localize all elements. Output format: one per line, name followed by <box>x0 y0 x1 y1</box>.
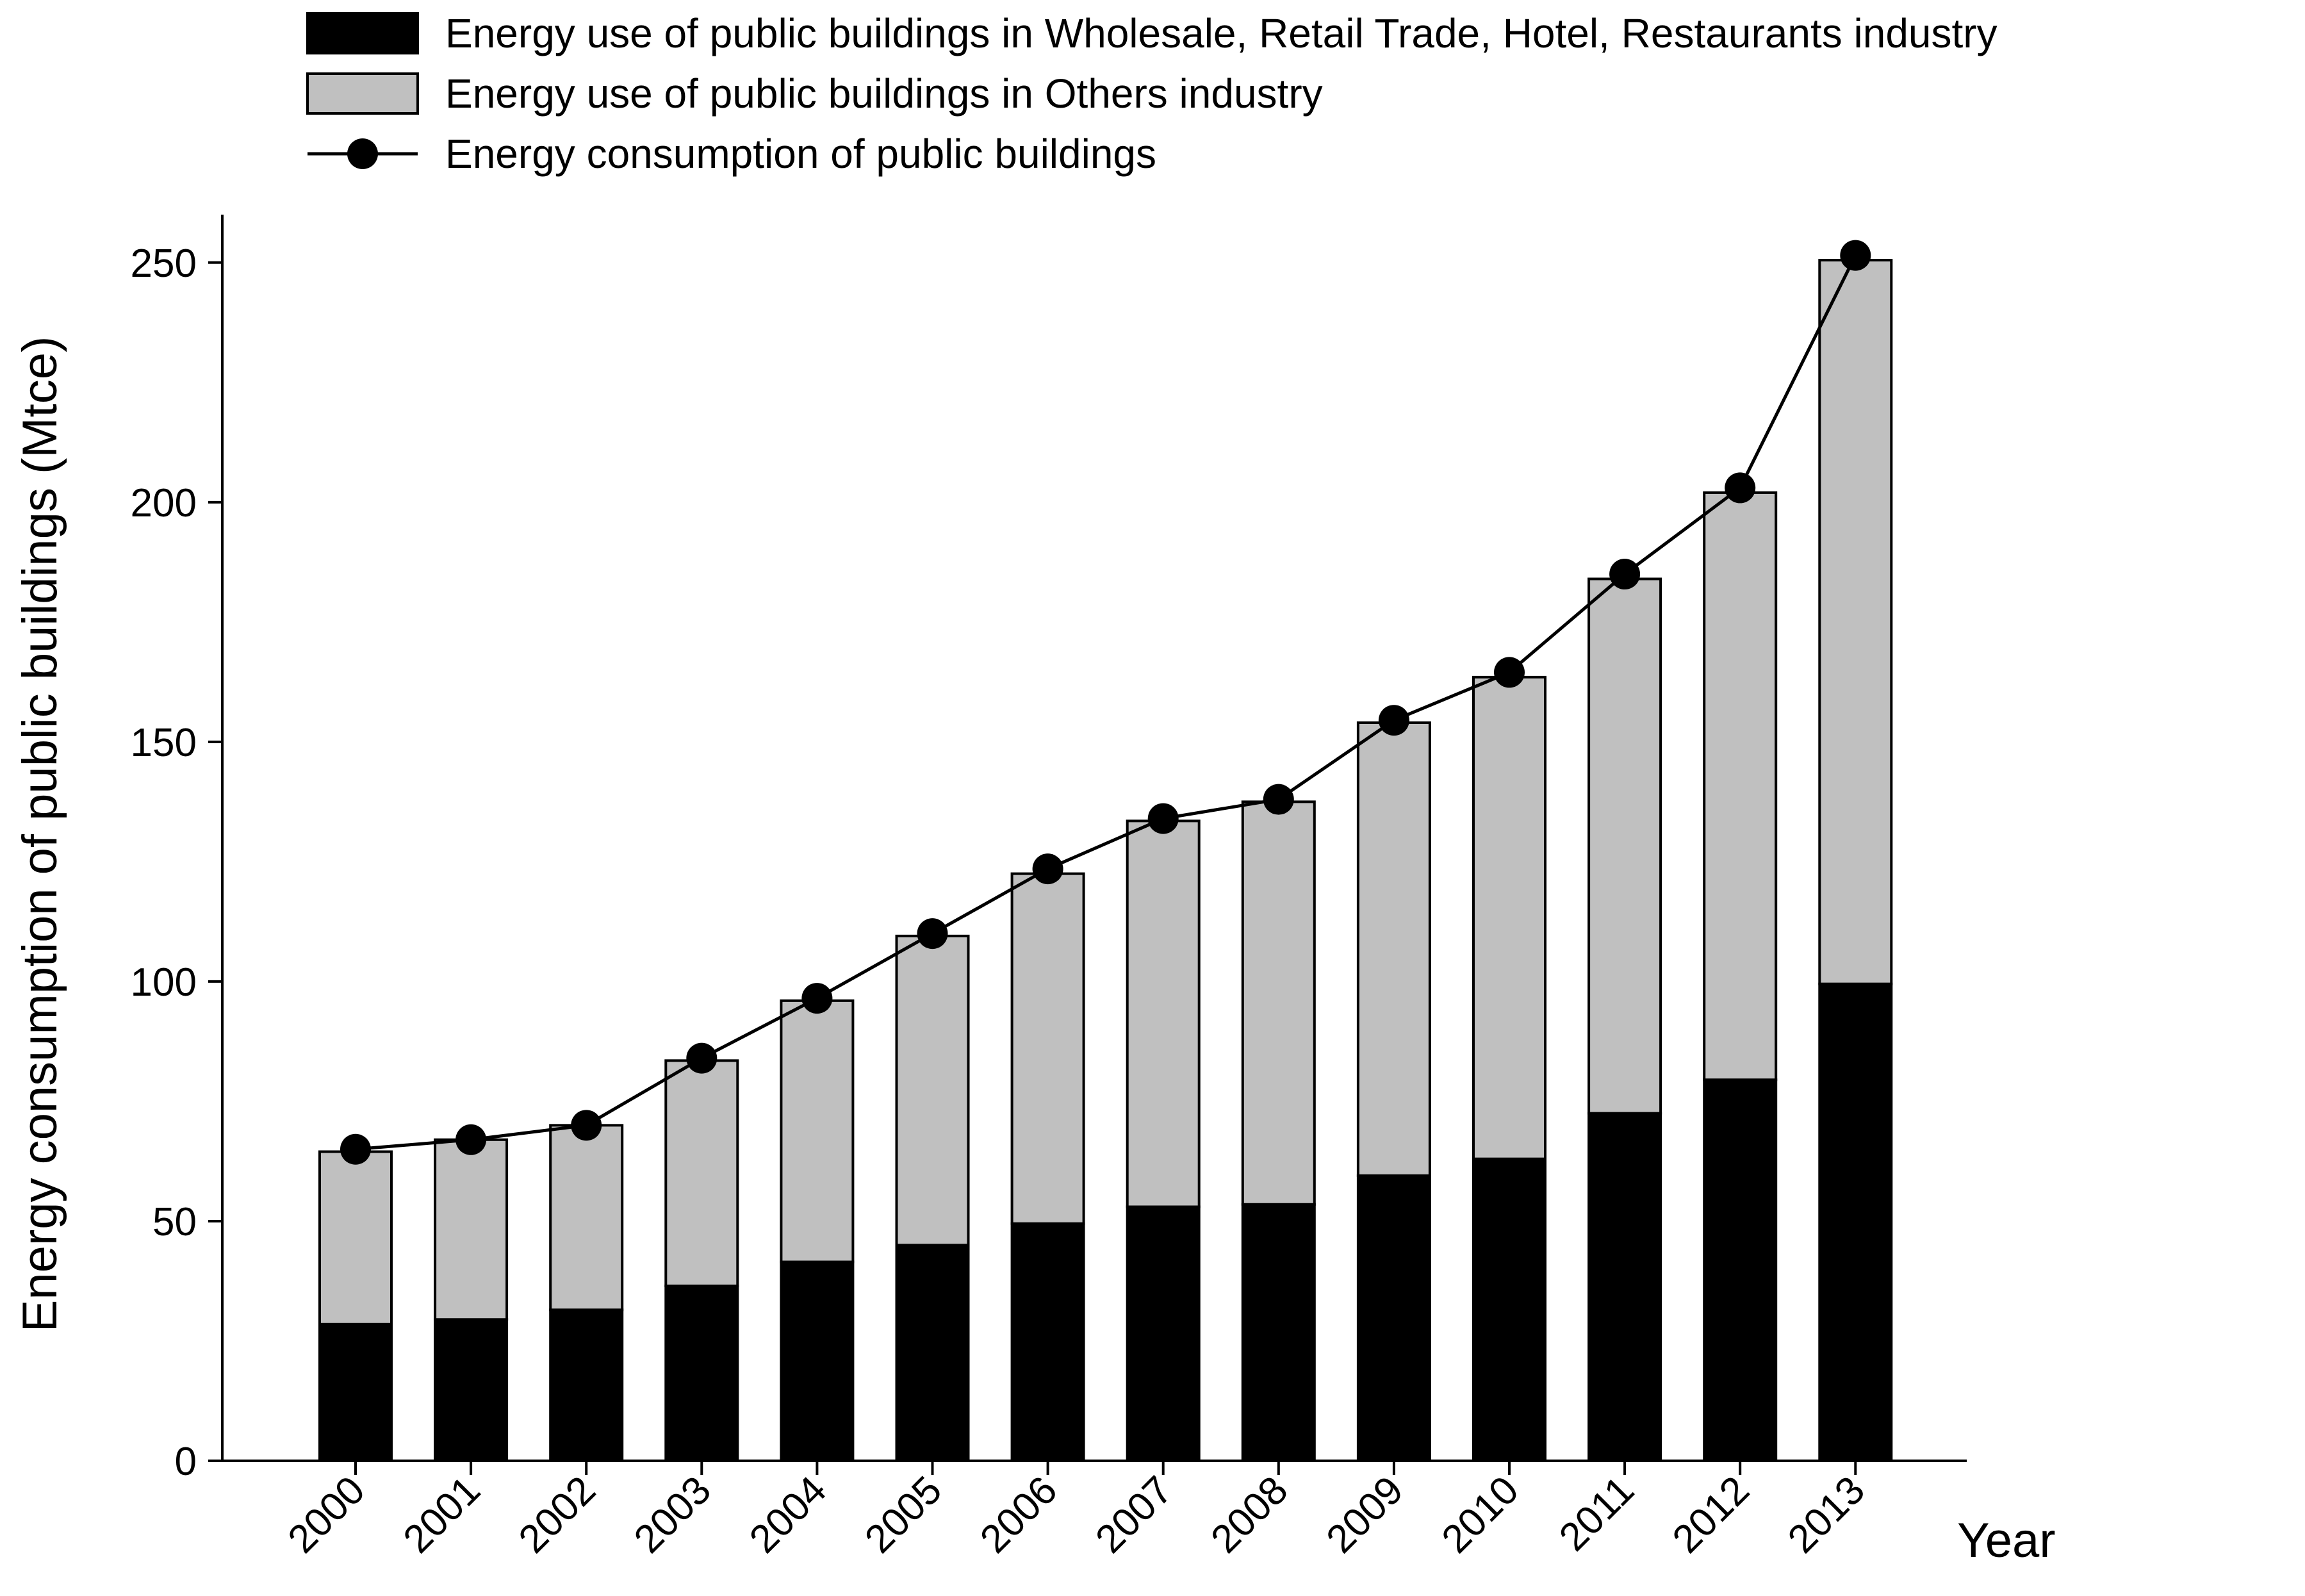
bar-2005-series-2 <box>895 934 970 1247</box>
y-tick-label-0: 0 <box>175 1440 197 1484</box>
legend-swatch-2 <box>306 72 419 115</box>
bar-2011-series-1 <box>1587 1112 1662 1463</box>
total-point-2008 <box>1263 784 1294 815</box>
bar-2004-series-2 <box>780 999 855 1263</box>
total-point-2004 <box>801 983 833 1014</box>
legend-label-3: Energy consumption of public buildings <box>445 131 1156 177</box>
x-axis-title: Year <box>1957 1513 2056 1568</box>
x-tick-label-2000: 2000 <box>280 1468 373 1561</box>
x-tick-label-2011: 2011 <box>1551 1468 1643 1559</box>
bar-2009-series-1 <box>1356 1174 1431 1463</box>
x-tick-label-2009: 2009 <box>1318 1468 1411 1561</box>
total-point-2013 <box>1840 240 1871 271</box>
bar-2013-series-2 <box>1818 259 1893 985</box>
total-point-2007 <box>1147 803 1179 834</box>
y-tick-label-100: 100 <box>131 960 197 1005</box>
bar-2002-series-1 <box>549 1308 624 1462</box>
y-tick-label-200: 200 <box>131 481 197 525</box>
total-point-2003 <box>686 1042 718 1074</box>
legend-marker <box>347 138 378 169</box>
y-axis-title: Energy consumption of public buildings (… <box>13 336 67 1333</box>
bar-2013-series-1 <box>1818 982 1893 1462</box>
bar-2011-series-2 <box>1587 577 1662 1115</box>
x-tick-label-2008: 2008 <box>1202 1468 1296 1561</box>
total-point-2011 <box>1609 559 1641 590</box>
x-tick-label-2001: 2001 <box>395 1468 489 1561</box>
bar-2004-series-1 <box>780 1260 855 1463</box>
total-point-2002 <box>571 1110 602 1141</box>
line-series-group <box>340 240 1871 1165</box>
bar-2008-series-1 <box>1241 1203 1316 1462</box>
bar-2009-series-2 <box>1356 721 1431 1177</box>
total-line <box>355 254 1857 1151</box>
y-tick-label-150: 150 <box>131 721 197 765</box>
bar-2012-series-2 <box>1703 491 1778 1082</box>
total-point-2000 <box>340 1133 371 1165</box>
legend-label-1: Energy use of public buildings in Wholes… <box>445 10 1997 56</box>
total-point-2009 <box>1378 705 1409 736</box>
x-tick-label-2012: 2012 <box>1664 1468 1758 1561</box>
bar-2003-series-1 <box>664 1284 739 1462</box>
legend: Energy use of public buildings in Wholes… <box>306 10 1997 177</box>
legend-swatch-1 <box>306 12 419 54</box>
bar-2006-series-1 <box>1010 1222 1085 1462</box>
x-tick-label-2013: 2013 <box>1780 1468 1873 1561</box>
x-tick-label-2007: 2007 <box>1087 1468 1181 1561</box>
bar-2007-series-1 <box>1126 1205 1201 1463</box>
bar-2008-series-2 <box>1241 800 1316 1206</box>
total-point-2001 <box>455 1124 487 1155</box>
total-point-2006 <box>1032 853 1063 885</box>
bar-2001-series-1 <box>434 1318 509 1463</box>
bars-group <box>318 259 1893 1463</box>
bar-2012-series-1 <box>1703 1078 1778 1462</box>
bar-2003-series-2 <box>664 1059 739 1287</box>
bar-2010-series-2 <box>1472 675 1546 1160</box>
bar-2010-series-1 <box>1472 1157 1546 1462</box>
x-tick-label-2002: 2002 <box>511 1468 604 1561</box>
bar-2000-series-1 <box>318 1322 393 1463</box>
bar-2002-series-2 <box>549 1124 624 1312</box>
bar-2006-series-2 <box>1010 872 1085 1225</box>
total-point-2012 <box>1725 472 1756 504</box>
total-point-2005 <box>917 918 948 950</box>
y-tick-label-250: 250 <box>131 242 197 286</box>
x-tick-label-2005: 2005 <box>857 1468 950 1561</box>
bar-2000-series-2 <box>318 1150 393 1326</box>
x-tick-label-2003: 2003 <box>626 1468 719 1561</box>
bar-2005-series-1 <box>895 1244 970 1462</box>
legend-label-2: Energy use of public buildings in Others… <box>445 70 1323 117</box>
bar-2007-series-2 <box>1126 819 1201 1208</box>
y-tick-label-50: 50 <box>152 1200 197 1244</box>
x-tick-label-2006: 2006 <box>972 1468 1065 1561</box>
x-tick-label-2004: 2004 <box>741 1468 835 1561</box>
total-point-2010 <box>1494 657 1525 688</box>
bar-2001-series-2 <box>434 1138 509 1321</box>
x-tick-label-2010: 2010 <box>1434 1468 1527 1561</box>
